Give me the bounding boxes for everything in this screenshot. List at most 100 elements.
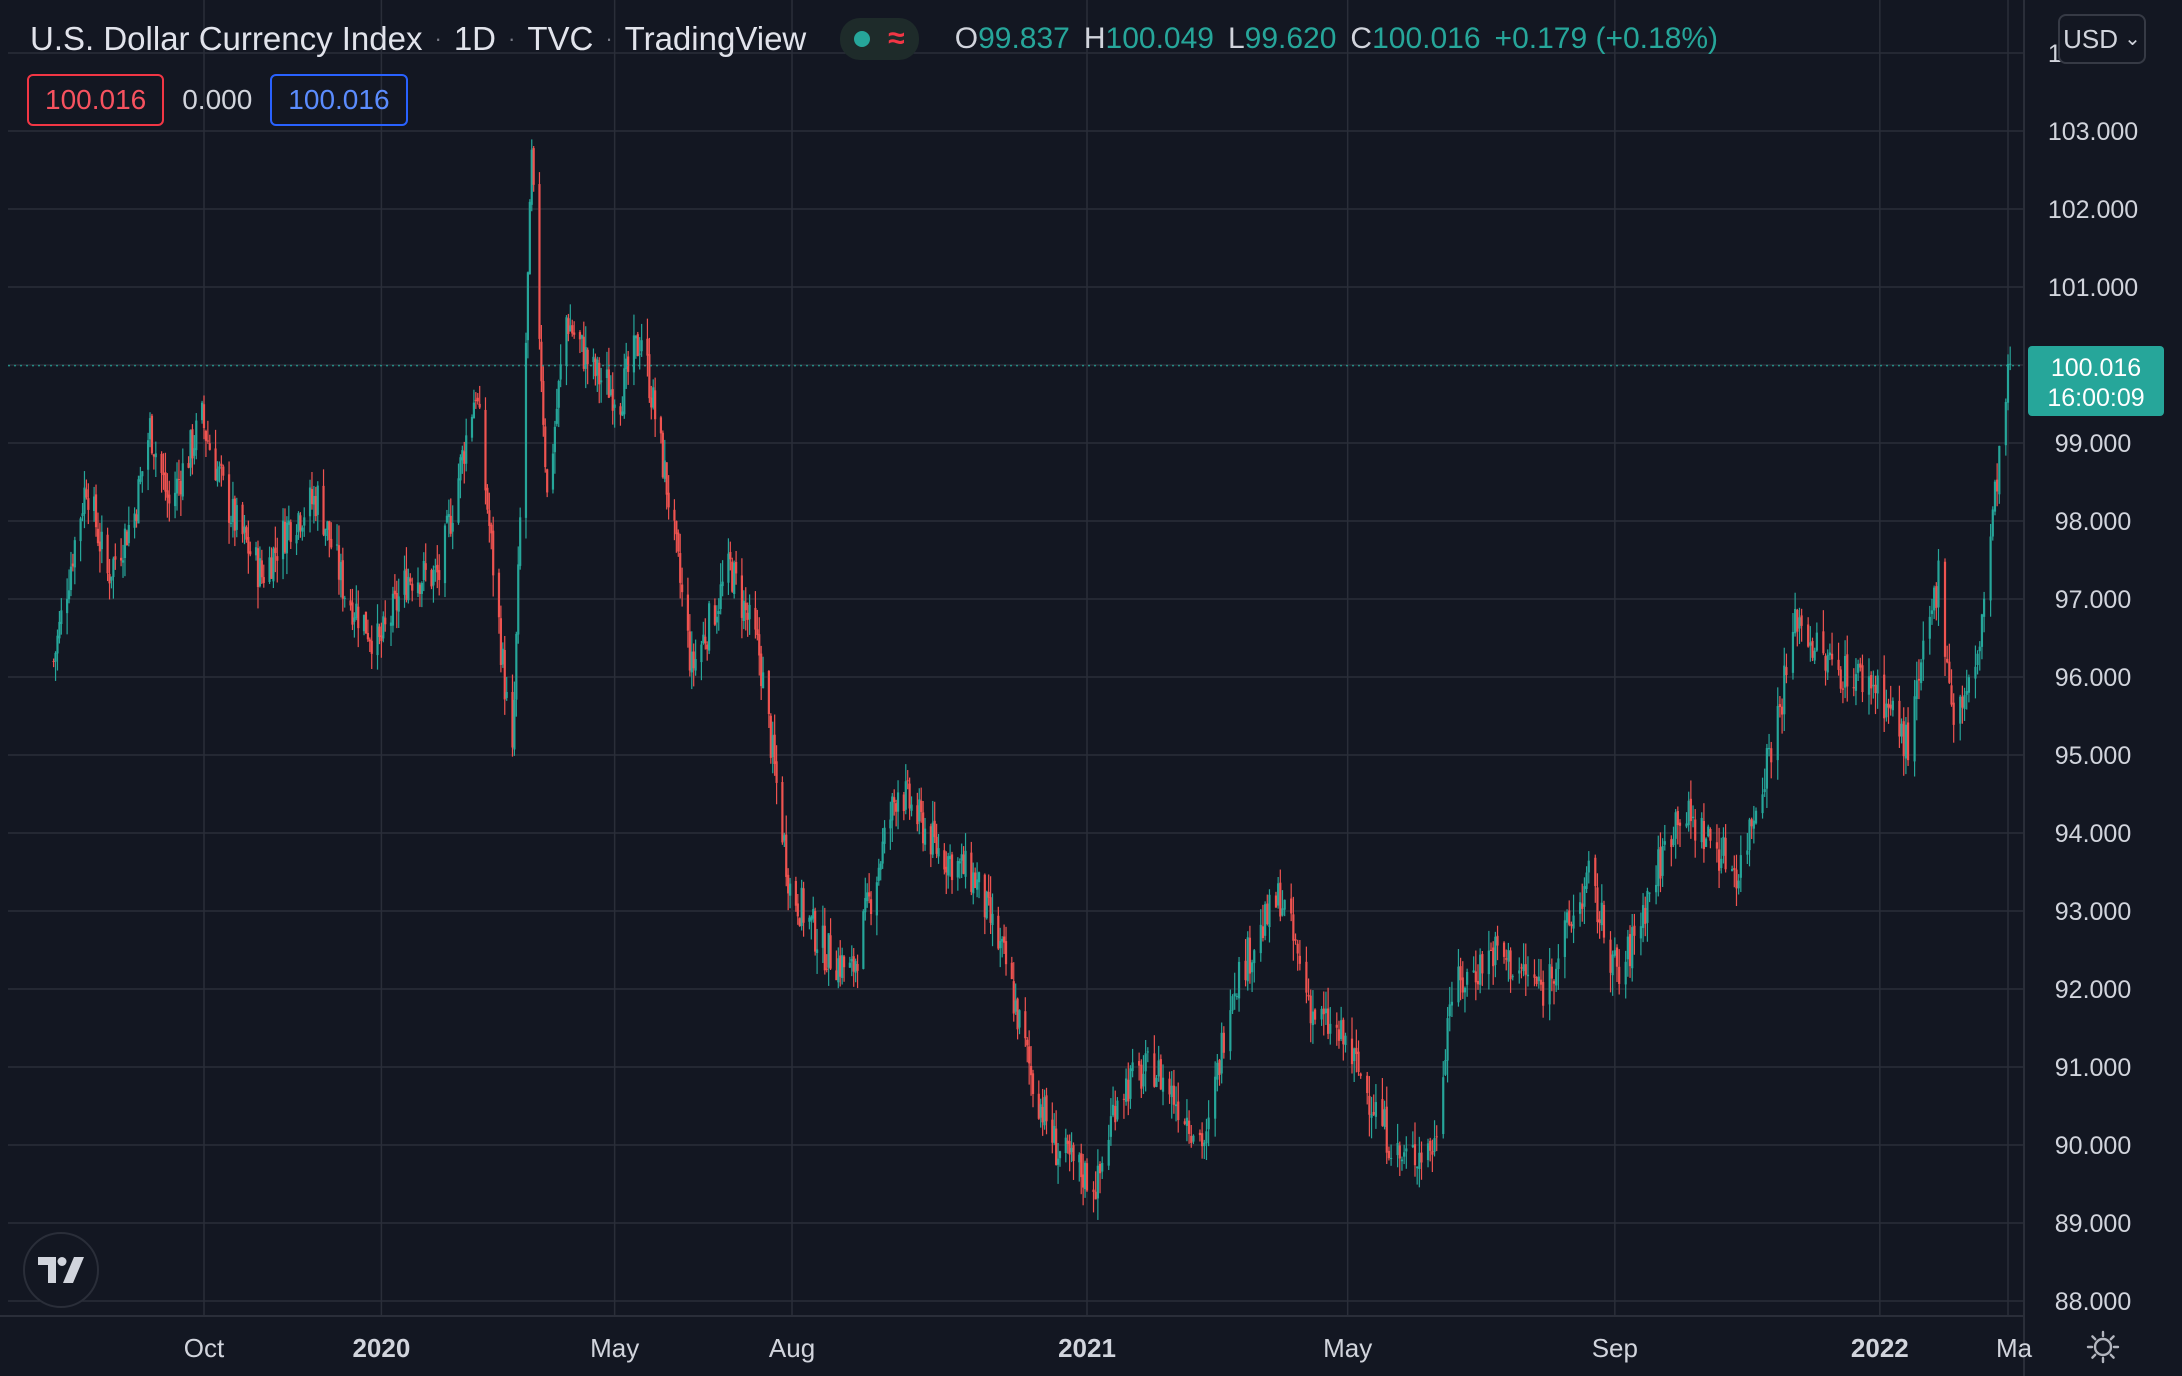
- candle: [1633, 913, 1636, 955]
- candle: [1885, 689, 1888, 722]
- candle: [879, 861, 882, 881]
- candle: [1198, 1129, 1202, 1142]
- candle: [636, 331, 639, 357]
- time-axis[interactable]: Oct 2020 May Aug 2021 May Sep 2022 Ma: [184, 1333, 2033, 1363]
- candle: [173, 471, 177, 519]
- candle: [1535, 976, 1538, 987]
- candle: [235, 497, 238, 538]
- candle: [1874, 675, 1877, 715]
- candle: [445, 509, 449, 524]
- candle: [1520, 963, 1523, 979]
- candle: [1031, 1069, 1035, 1108]
- candle: [530, 139, 533, 212]
- candle: [910, 796, 913, 817]
- candle: [1259, 909, 1262, 962]
- candle: [1481, 951, 1484, 987]
- candle: [769, 713, 772, 764]
- publisher-label: TradingView: [624, 20, 807, 57]
- candle: [1822, 610, 1825, 656]
- candle: [542, 366, 545, 437]
- candle: [1387, 1146, 1391, 1161]
- candle: [1718, 827, 1721, 888]
- candle: [744, 587, 747, 631]
- candle: [758, 617, 761, 676]
- price-tick-label: 91.000: [2055, 1054, 2131, 1082]
- candle: [1342, 1017, 1345, 1061]
- candle: [1557, 944, 1560, 990]
- candle: [835, 950, 838, 981]
- candle: [827, 933, 830, 986]
- candle: [227, 461, 231, 544]
- candle: [505, 676, 508, 701]
- time-tick-label: May: [1323, 1333, 1372, 1363]
- candle: [1539, 959, 1543, 991]
- candle: [52, 658, 55, 668]
- candle: [864, 877, 867, 921]
- candle: [73, 536, 76, 585]
- candle: [1644, 896, 1647, 937]
- candle: [515, 631, 518, 717]
- candle: [1518, 957, 1521, 984]
- candle: [821, 905, 824, 964]
- candle: [895, 799, 898, 827]
- interval-label[interactable]: 1D: [453, 20, 496, 57]
- candle: [1922, 621, 1925, 681]
- candle: [1350, 1017, 1354, 1074]
- time-tick-label: 2021: [1058, 1333, 1116, 1363]
- candle: [1993, 479, 1997, 516]
- candle: [1220, 1022, 1223, 1084]
- candle: [1279, 869, 1282, 922]
- candle: [1385, 1086, 1388, 1165]
- spread-value: 0.000: [182, 84, 253, 115]
- gear-icon[interactable]: [2086, 1330, 2120, 1364]
- candle: [947, 852, 950, 889]
- candle: [729, 541, 732, 571]
- candle: [123, 523, 127, 577]
- candle: [1752, 805, 1755, 844]
- candle: [1264, 901, 1267, 941]
- candle: [1322, 991, 1325, 1036]
- time-tick-label: Ma: [1996, 1333, 2033, 1363]
- symbol-title[interactable]: U.S. Dollar Currency Index: [30, 20, 423, 57]
- buy-price-button[interactable]: 100.016: [270, 74, 408, 126]
- candle: [1502, 941, 1506, 964]
- candle: [378, 623, 381, 645]
- candle: [1852, 668, 1855, 697]
- candle: [1274, 891, 1278, 909]
- candle: [762, 656, 765, 689]
- candle: [1129, 1065, 1132, 1109]
- candle: [735, 550, 738, 585]
- candle: [472, 389, 476, 419]
- candle: [1431, 1139, 1434, 1173]
- candle: [1446, 1006, 1449, 1083]
- candle: [1177, 1082, 1180, 1133]
- tradingview-logo-icon[interactable]: [23, 1232, 99, 1308]
- candle: [1861, 654, 1864, 703]
- currency-dropdown[interactable]: USD ⌄: [2058, 14, 2146, 64]
- candle: [1329, 1007, 1332, 1045]
- candle: [1290, 883, 1293, 922]
- candle: [1920, 658, 1923, 691]
- candle: [1066, 1134, 1069, 1154]
- candle: [977, 871, 981, 899]
- candle: [1583, 877, 1586, 925]
- candle: [557, 379, 560, 428]
- candle: [200, 400, 204, 424]
- candle: [1324, 991, 1328, 1026]
- market-status-badge[interactable]: ≈: [840, 18, 919, 60]
- candle: [299, 512, 302, 538]
- candle: [1055, 1110, 1058, 1166]
- candle: [179, 470, 182, 516]
- price-axis[interactable]: 104.000103.000102.000101.000100.00099.00…: [2048, 40, 2138, 1316]
- candle: [869, 891, 873, 926]
- sell-price-button[interactable]: 100.016: [27, 74, 165, 126]
- candle: [397, 578, 400, 628]
- candle: [349, 589, 352, 611]
- candle: [796, 894, 799, 925]
- candle: [1937, 549, 1940, 626]
- candle: [1594, 854, 1597, 903]
- candle: [229, 515, 233, 528]
- candle: [312, 485, 315, 524]
- candle: [1809, 626, 1812, 662]
